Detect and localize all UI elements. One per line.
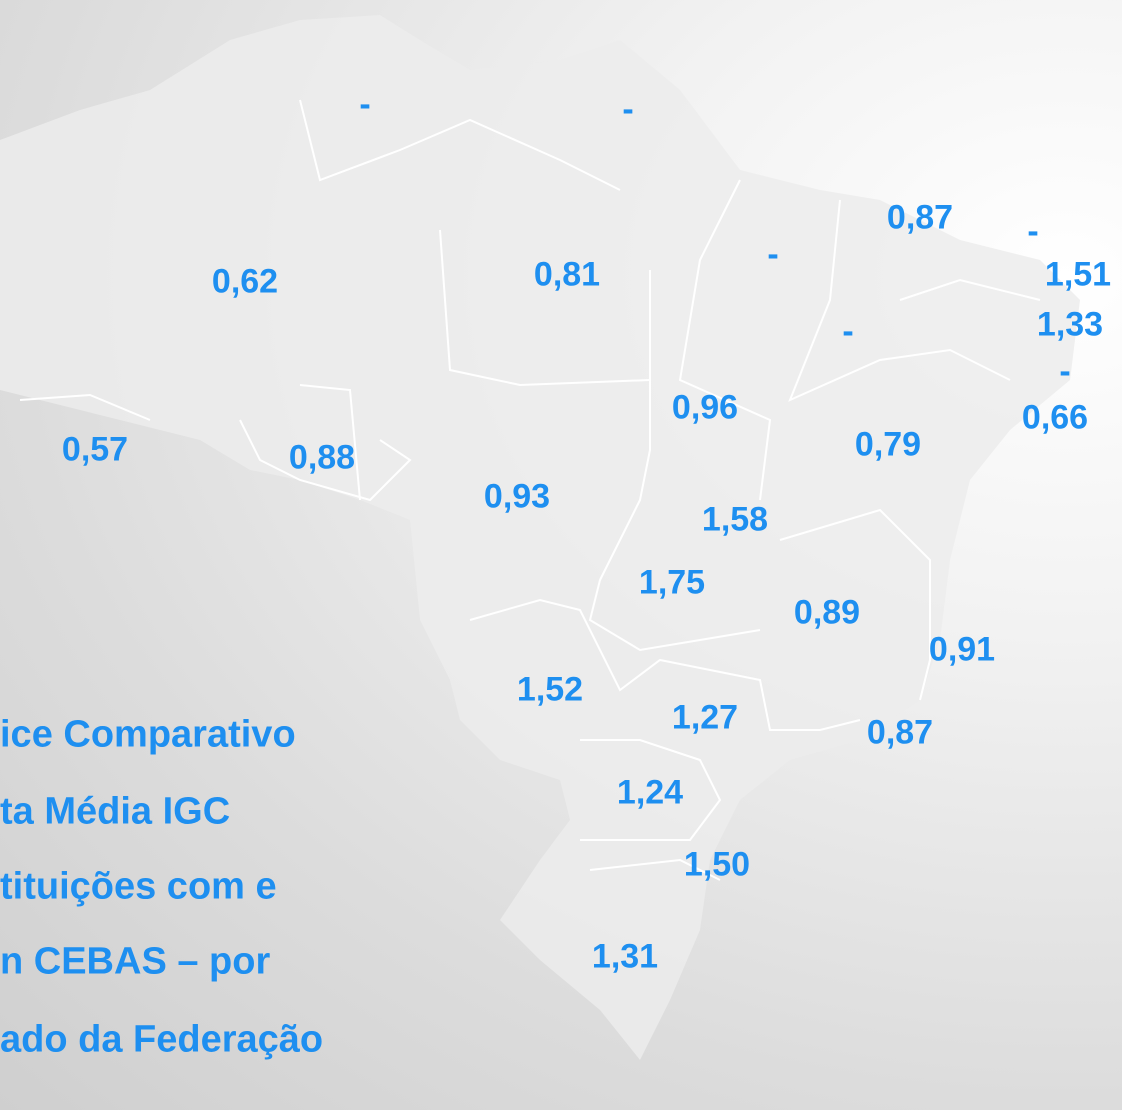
state-value: 0,91 (928, 630, 996, 669)
state-value: 1,75 (638, 563, 706, 602)
state-value: 0,96 (671, 388, 739, 427)
state-value: 0,66 (1021, 398, 1089, 437)
state-value: 0,81 (533, 255, 601, 294)
state-value: 0,57 (61, 430, 129, 469)
state-value: - (1059, 352, 1071, 391)
region-borders (19, 99, 1041, 881)
state-value: 0,87 (866, 713, 934, 752)
state-value: - (622, 90, 634, 129)
title-line: tituições com e (0, 865, 277, 908)
state-value: - (359, 85, 371, 124)
state-value: 0,87 (886, 198, 954, 237)
state-value: 1,24 (616, 773, 684, 812)
state-value: 1,33 (1036, 305, 1104, 344)
state-value: 1,31 (591, 937, 659, 976)
state-value: 1,51 (1044, 255, 1112, 294)
title-line: ta Média IGC (0, 790, 231, 833)
state-value: 0,62 (211, 262, 279, 301)
state-value: - (1027, 212, 1039, 251)
title-line: ado da Federação (0, 1018, 324, 1061)
title-line: ice Comparativo (0, 713, 296, 756)
state-value: 1,27 (671, 698, 739, 737)
state-value: 0,89 (793, 593, 861, 632)
state-value: 1,58 (701, 500, 769, 539)
state-value: 1,50 (683, 845, 751, 884)
state-value: 0,93 (483, 477, 551, 516)
state-value: - (842, 312, 854, 351)
state-value: 1,52 (516, 670, 584, 709)
state-value: 0,88 (288, 438, 356, 477)
title-line: n CEBAS – por (0, 940, 271, 983)
country-shape (0, 15, 1080, 1060)
state-value: - (767, 235, 779, 274)
state-value: 0,79 (854, 425, 922, 464)
